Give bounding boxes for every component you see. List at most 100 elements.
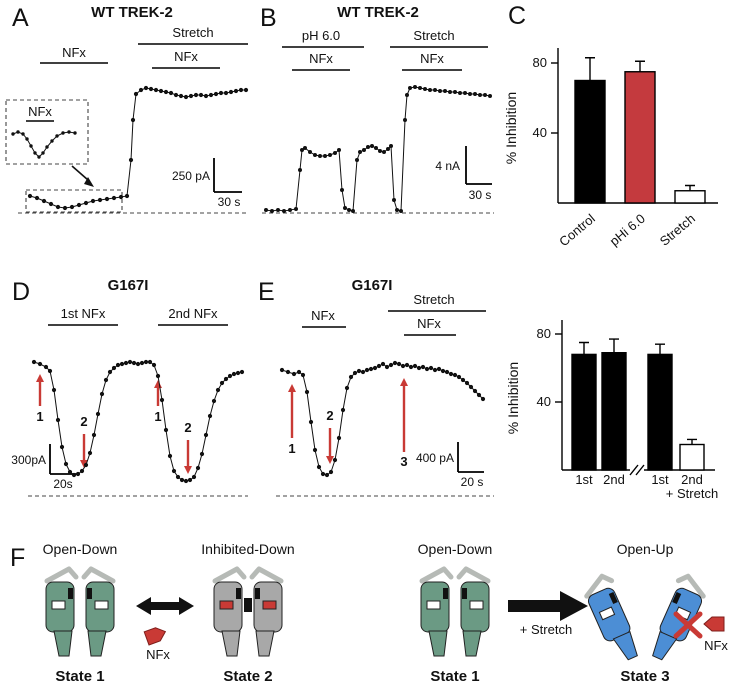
trace-dot xyxy=(456,374,462,380)
error-bar xyxy=(655,343,665,355)
trace-dot xyxy=(323,154,327,158)
trace-dot xyxy=(413,85,417,89)
trace-dot xyxy=(127,359,133,365)
trace-dot xyxy=(62,205,68,211)
trace-dot xyxy=(316,464,322,470)
trace-dot xyxy=(320,471,326,477)
bound-nfx-block xyxy=(244,598,252,612)
nfx-molecule-shape xyxy=(703,616,725,632)
trace-dot xyxy=(279,367,285,373)
scale-label-current: 300pA xyxy=(11,453,46,467)
bar xyxy=(601,351,627,471)
outer-helix xyxy=(675,573,706,599)
trace-dot xyxy=(195,465,201,471)
trace-dot xyxy=(87,450,93,456)
trace-dot xyxy=(351,209,355,213)
trace-dot xyxy=(211,398,217,404)
trace-dot xyxy=(131,360,137,366)
panel-F-schematic: F Open-Down Inhibited-Down Open-Down Ope… xyxy=(10,541,728,685)
filter-gate xyxy=(236,588,241,599)
trace-dot xyxy=(348,374,354,380)
trace-dot xyxy=(388,362,394,368)
nfx-molecule-icon xyxy=(143,627,167,646)
subunit-leg xyxy=(652,630,678,661)
trace-dot xyxy=(111,365,117,371)
error-bar xyxy=(585,57,595,81)
trace-dot xyxy=(370,144,374,148)
right-arrow xyxy=(508,591,588,621)
trace-dot xyxy=(118,194,124,200)
trace-dot xyxy=(352,370,358,376)
trace-dot xyxy=(285,369,291,375)
panel-title: WT TREK-2 xyxy=(91,4,173,21)
trace-dot xyxy=(432,367,438,373)
stretch-application-label: Stretch xyxy=(172,25,213,40)
trace-dot xyxy=(143,359,149,365)
x-category-label: 2nd xyxy=(681,472,703,487)
trace-dot xyxy=(424,366,430,372)
filter-gate xyxy=(87,588,92,599)
trace-dot xyxy=(123,360,129,366)
trace-dot xyxy=(163,427,169,433)
trace-dot xyxy=(418,86,422,90)
inset-trace xyxy=(11,130,77,159)
trace-dot xyxy=(55,417,61,423)
error-bar xyxy=(635,60,645,72)
trace-dot xyxy=(444,369,450,375)
trace-dot xyxy=(178,93,184,99)
scale-label-time: 20 s xyxy=(461,475,484,489)
nfx-application-label: NFx xyxy=(311,308,335,323)
trace-dot xyxy=(203,432,209,438)
current-trace xyxy=(279,360,486,478)
trace-dot xyxy=(135,361,141,367)
trace-dot xyxy=(438,89,442,93)
trace-dot xyxy=(303,146,307,150)
y-axis-label: % Inhibition xyxy=(505,362,521,434)
trace-dot xyxy=(175,474,181,480)
axis-break-slash xyxy=(635,464,645,476)
panel-E: E G167I NFx Stretch NFx 400 pA 20 s 1 2 … xyxy=(258,277,494,497)
panel-letter: A xyxy=(12,4,29,32)
bar xyxy=(647,353,673,471)
state-number-label: 2 xyxy=(326,408,333,423)
error-bar xyxy=(579,341,589,355)
panel-A: A WT TREK-2 NFx Stretch NFx NFx 250 pA 3… xyxy=(5,4,249,214)
trace-dot xyxy=(203,93,209,99)
bar xyxy=(679,443,705,471)
current-trace xyxy=(27,85,249,211)
trace-dot xyxy=(288,208,292,212)
trace-dot xyxy=(138,87,144,93)
panel-letter: B xyxy=(260,4,277,32)
trace-dot xyxy=(403,118,407,122)
trace-dot xyxy=(155,373,161,379)
trace-dot xyxy=(16,130,20,134)
trace-dot xyxy=(356,368,362,374)
current-trace xyxy=(264,85,492,213)
trace-dot xyxy=(233,88,239,94)
conformation-title: Open-Down xyxy=(43,541,118,557)
channel-cartoon-inhibited-down xyxy=(212,566,284,657)
error-bar xyxy=(685,184,695,191)
trace-dot xyxy=(296,369,302,375)
x-category-label: Stretch xyxy=(657,211,698,249)
channel-cartoon-open-down xyxy=(44,566,116,657)
trace-dot xyxy=(291,371,297,377)
trace-dot xyxy=(333,151,337,155)
trace-dot xyxy=(99,391,105,397)
trace-dot xyxy=(33,151,37,155)
trace-dot xyxy=(448,371,454,377)
channel-subunit xyxy=(212,566,247,657)
trace-dot xyxy=(328,469,334,475)
trace-dot xyxy=(428,365,434,371)
trace-dot xyxy=(235,370,241,376)
trace-dot xyxy=(423,87,427,91)
state-label: State 1 xyxy=(55,668,104,685)
trace-dot xyxy=(69,204,75,210)
trace-dot xyxy=(366,145,370,149)
trace-dot xyxy=(130,117,136,123)
outer-helix xyxy=(419,566,454,584)
trace-dot xyxy=(416,365,422,371)
trace-dot xyxy=(458,91,462,95)
panel-letter: C xyxy=(508,2,526,30)
